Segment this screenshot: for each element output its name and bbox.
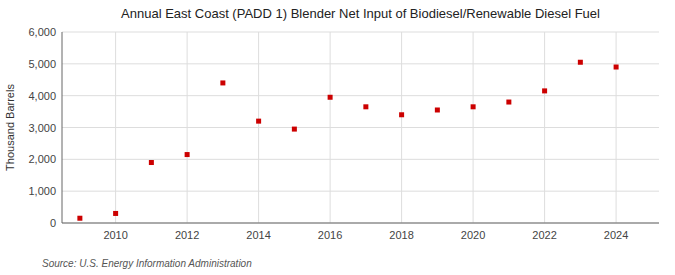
x-axis-line — [62, 223, 659, 224]
grid-line-x — [330, 32, 331, 223]
grid — [62, 32, 659, 223]
x-tick-label: 2018 — [389, 229, 413, 241]
point — [77, 216, 82, 221]
grid-line-x — [115, 32, 116, 223]
y-axis-label: Thousand Barrels — [4, 84, 16, 171]
point — [471, 104, 476, 109]
point — [328, 95, 333, 100]
y-tick-label: 6,000 — [28, 26, 56, 38]
grid-line-x — [544, 32, 545, 223]
point — [220, 80, 225, 85]
y-tick-label: 3,000 — [28, 122, 56, 134]
grid-line-y — [62, 95, 659, 96]
grid-line-y — [62, 191, 659, 192]
x-tick-label: 2014 — [246, 229, 270, 241]
point — [256, 119, 261, 124]
grid-line-y — [62, 32, 659, 33]
y-tick-label: 2,000 — [28, 153, 56, 165]
y-tick-label: 5,000 — [28, 58, 56, 70]
y-axis-line — [62, 32, 63, 223]
chart: Annual East Coast (PADD 1) Blender Net I… — [0, 0, 675, 275]
point — [614, 65, 619, 70]
x-tick-label: 2020 — [461, 229, 485, 241]
point — [292, 127, 297, 132]
grid-line-x — [616, 32, 617, 223]
grid-line-x — [187, 32, 188, 223]
source-note: Source: U.S. Energy Information Administ… — [42, 258, 252, 269]
grid-line-x — [401, 32, 402, 223]
point — [435, 107, 440, 112]
grid-line-x — [473, 32, 474, 223]
axes: 0 1,000 2,000 3,000 4,000 5,000 6,000 2010 2012 2… — [28, 26, 659, 241]
grid-line-x — [258, 32, 259, 223]
grid-line-y — [62, 127, 659, 128]
title: Annual East Coast (PADD 1) Blender Net I… — [121, 6, 600, 21]
x-tick-label: 2024 — [604, 229, 628, 241]
points — [77, 60, 618, 221]
y-tick-label: 1,000 — [28, 185, 56, 197]
y-tick-label: 0 — [50, 217, 56, 229]
point — [363, 104, 368, 109]
point — [506, 100, 511, 105]
point — [185, 152, 190, 157]
x-tick-label: 2010 — [103, 229, 127, 241]
grid-line-y — [62, 223, 659, 224]
y-tick-label: 4,000 — [28, 90, 56, 102]
point — [149, 160, 154, 165]
x-tick-label: 2012 — [175, 229, 199, 241]
point — [399, 112, 404, 117]
grid-line-y — [62, 63, 659, 64]
x-tick-label: 2022 — [532, 229, 556, 241]
point — [113, 211, 118, 216]
x-tick-label: 2016 — [318, 229, 342, 241]
grid-line-y — [62, 159, 659, 160]
point — [578, 60, 583, 65]
point — [542, 88, 547, 93]
